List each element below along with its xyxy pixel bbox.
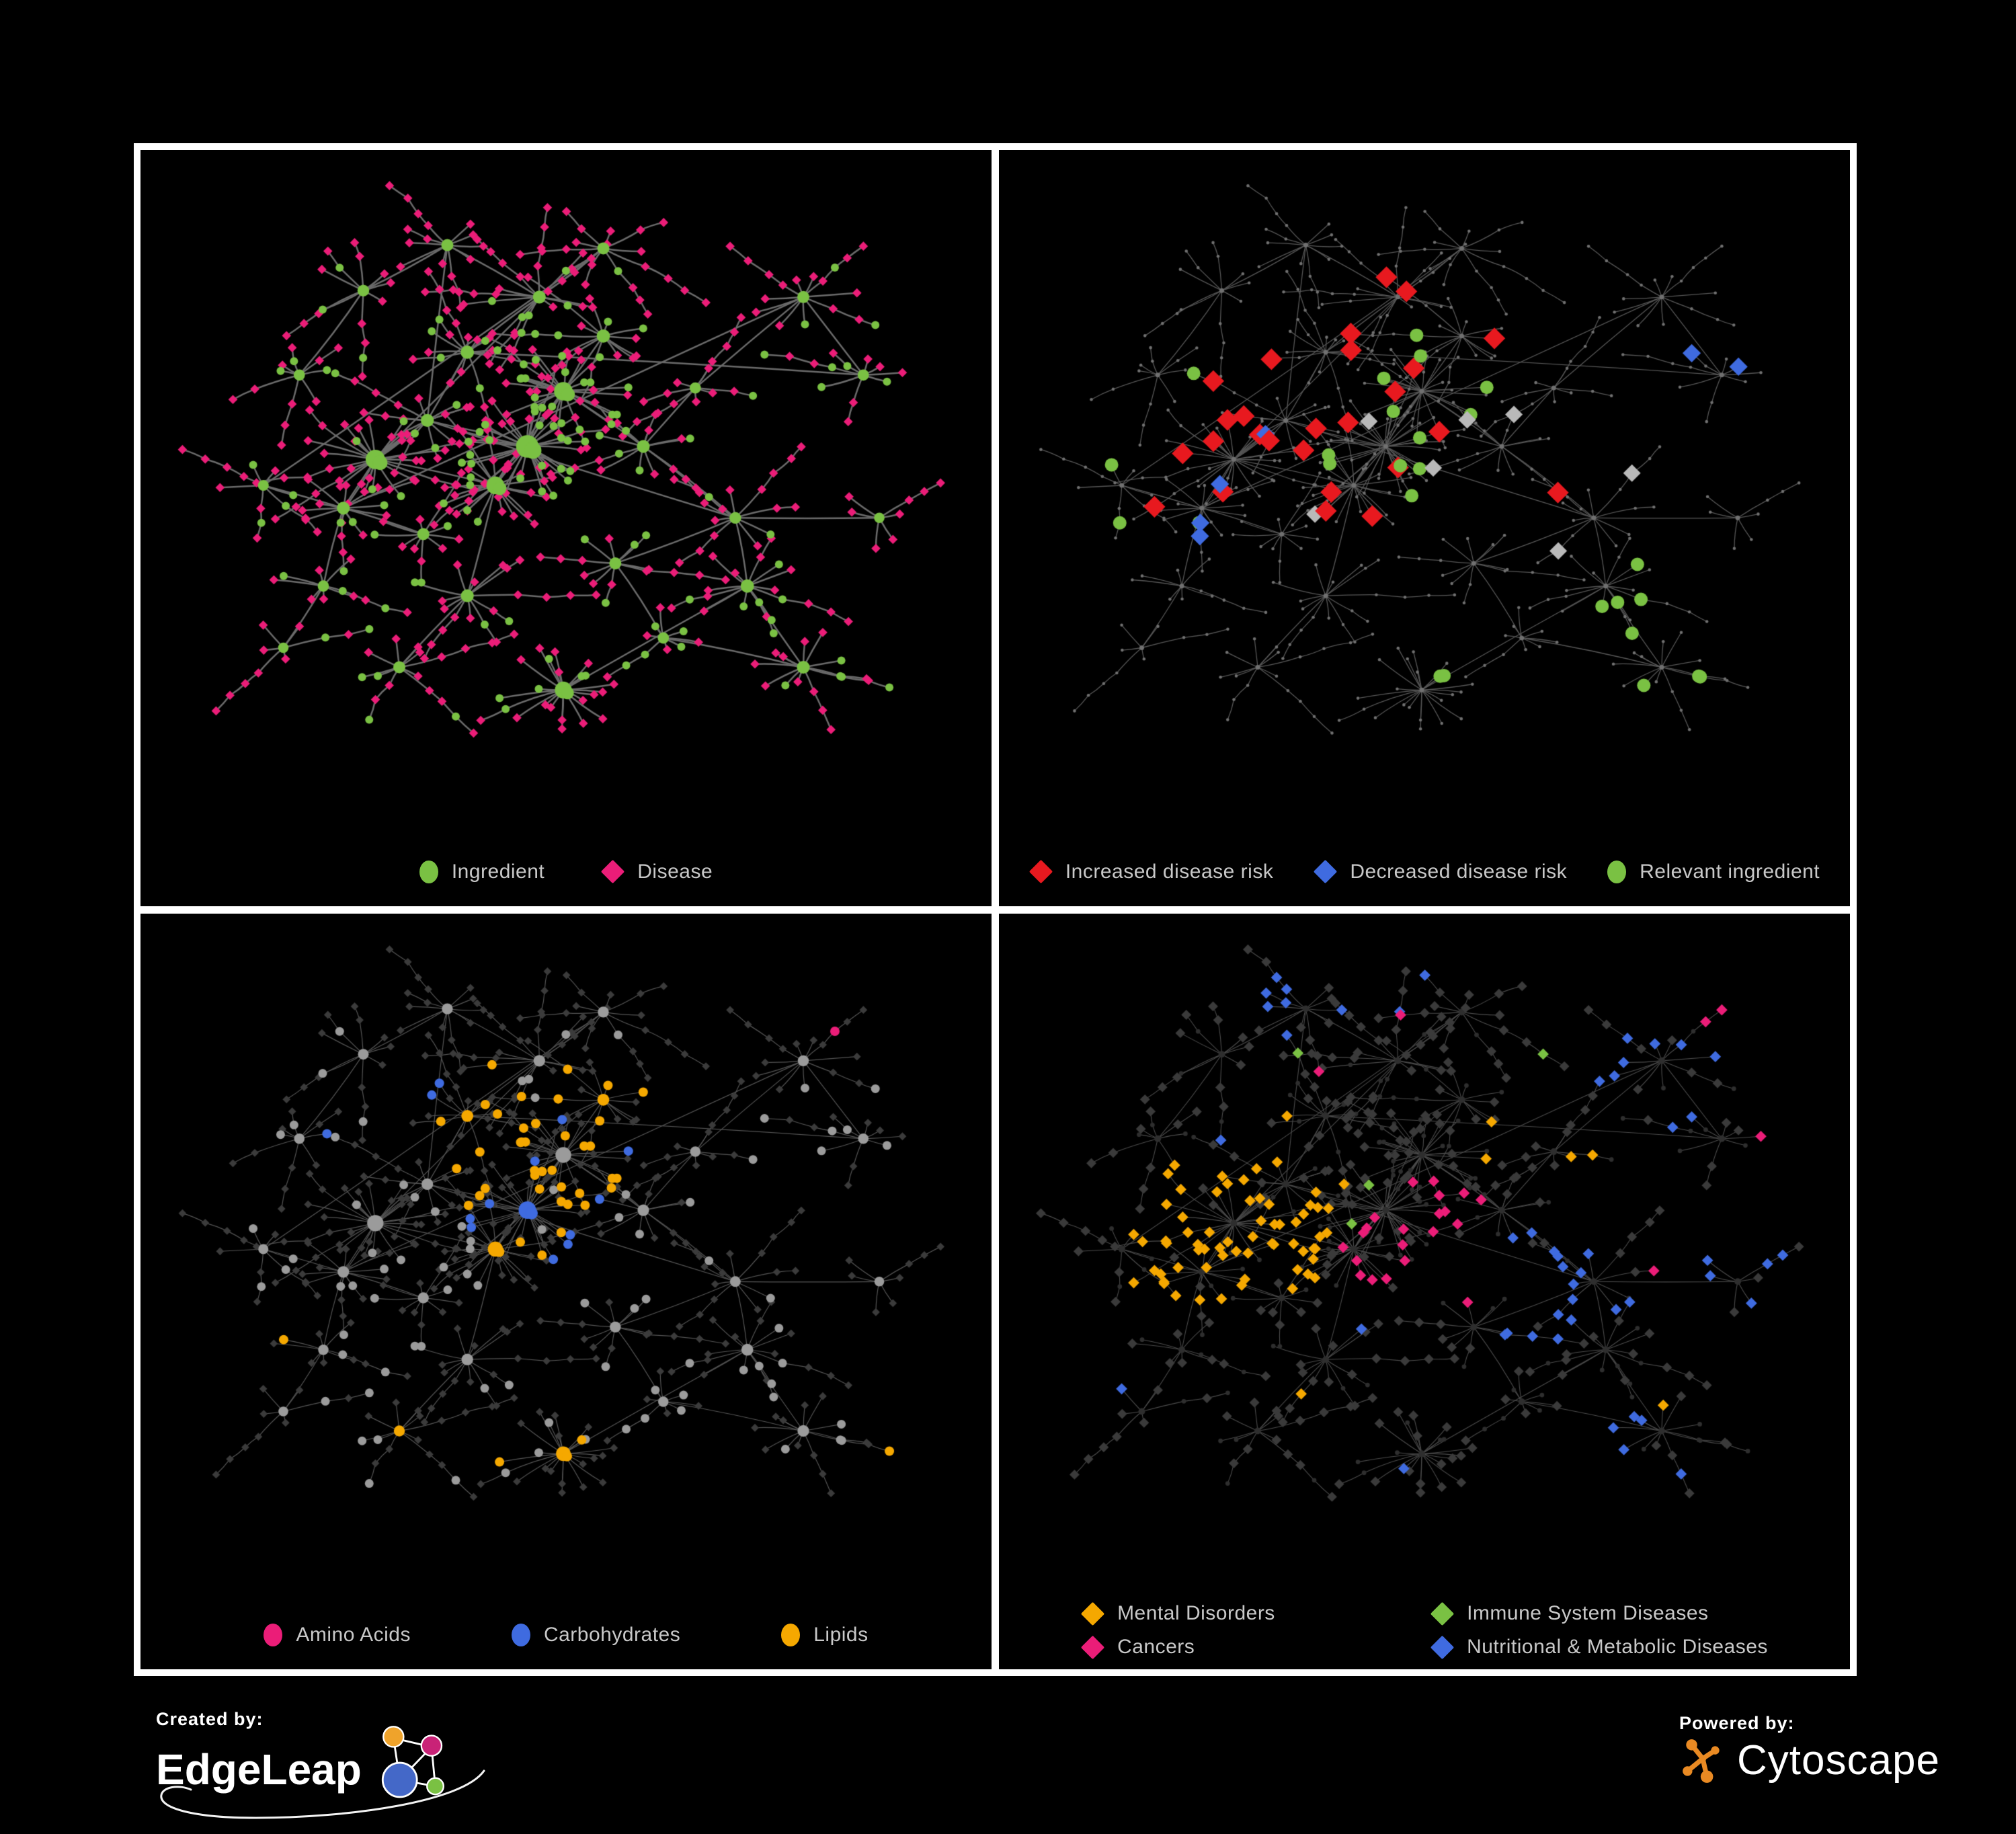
immune-system-diamond-icon bbox=[1430, 1601, 1455, 1626]
relevant-ingredient-circle-icon bbox=[1607, 860, 1627, 883]
lipids-circle-icon bbox=[781, 1624, 801, 1646]
cytoscape-wordmark: Cytoscape bbox=[1737, 1737, 1940, 1784]
legend-item: Decreased disease risk bbox=[1314, 859, 1568, 884]
legend-disease-risk: Increased disease risk Decreased disease… bbox=[999, 859, 1850, 884]
legend-label: Decreased disease risk bbox=[1350, 860, 1568, 883]
network-canvas-disease-risk bbox=[999, 150, 1850, 829]
legend-label: Relevant ingredient bbox=[1640, 860, 1820, 883]
legend-item: Nutritional & Metabolic Diseases bbox=[1430, 1635, 1768, 1659]
network-canvas-nutrient-classes bbox=[140, 913, 992, 1593]
legend-label: Lipids bbox=[813, 1624, 869, 1646]
ingredient-circle-icon bbox=[419, 860, 438, 883]
legend-item: Amino Acids bbox=[264, 1624, 411, 1646]
carbohydrates-circle-icon bbox=[511, 1624, 530, 1646]
legend-label: Disease bbox=[637, 860, 713, 883]
powered-by-label: Powered by: bbox=[1679, 1713, 1795, 1733]
network-canvas-disease-classes bbox=[999, 913, 1850, 1593]
edgeleap-branding: Created by: EdgeLeap bbox=[156, 1709, 532, 1820]
edgeleap-logo-icon bbox=[381, 1726, 444, 1798]
legend-label: Nutritional & Metabolic Diseases bbox=[1467, 1636, 1768, 1658]
legend-label: Cancers bbox=[1117, 1636, 1195, 1658]
created-by-label: Created by: bbox=[156, 1709, 264, 1729]
cancers-diamond-icon bbox=[1080, 1635, 1105, 1659]
legend-item: Relevant ingredient bbox=[1607, 860, 1820, 883]
legend-item: Immune System Diseases bbox=[1430, 1601, 1768, 1626]
panel-nutrient-classes: Amino Acids Carbohydrates Lipids bbox=[140, 913, 992, 1669]
panel-disease-risk: Increased disease risk Decreased disease… bbox=[999, 150, 1850, 906]
legend-disease-classes: Mental Disorders Immune System Diseases … bbox=[1080, 1601, 1768, 1659]
figure-grid: Ingredient Disease Increased disease ris… bbox=[134, 143, 1857, 1676]
legend-item: Carbohydrates bbox=[511, 1624, 681, 1646]
legend-item: Cancers bbox=[1080, 1635, 1404, 1659]
disease-diamond-icon bbox=[601, 859, 625, 884]
nutritional-metabolic-diamond-icon bbox=[1430, 1635, 1455, 1659]
legend-item: Disease bbox=[601, 859, 713, 884]
decreased-risk-diamond-icon bbox=[1314, 859, 1338, 884]
legend-label: Ingredient bbox=[451, 860, 545, 883]
legend-nutrient-classes: Amino Acids Carbohydrates Lipids bbox=[140, 1624, 992, 1646]
legend-label: Increased disease risk bbox=[1065, 860, 1274, 883]
panel-ingredient-disease: Ingredient Disease bbox=[140, 150, 992, 906]
legend-ingredient-disease: Ingredient Disease bbox=[140, 859, 992, 884]
legend-label: Immune System Diseases bbox=[1467, 1602, 1709, 1624]
legend-item: Ingredient bbox=[419, 860, 545, 883]
legend-item: Lipids bbox=[781, 1624, 868, 1646]
legend-item: Increased disease risk bbox=[1029, 859, 1274, 884]
network-canvas-ingredient-disease bbox=[140, 150, 992, 829]
cytoscape-branding: Powered by: Cytoscape bbox=[1679, 1713, 1962, 1785]
cytoscape-logo-icon bbox=[1683, 1739, 1720, 1783]
amino-acids-circle-icon bbox=[264, 1624, 283, 1646]
legend-label: Mental Disorders bbox=[1117, 1602, 1275, 1624]
panel-disease-classes: Mental Disorders Immune System Diseases … bbox=[999, 913, 1850, 1669]
legend-item: Mental Disorders bbox=[1080, 1601, 1404, 1626]
increased-risk-diamond-icon bbox=[1029, 859, 1053, 884]
legend-label: Carbohydrates bbox=[543, 1624, 681, 1646]
edgeleap-wordmark: EdgeLeap bbox=[156, 1745, 362, 1794]
legend-label: Amino Acids bbox=[296, 1624, 411, 1646]
mental-disorders-diamond-icon bbox=[1080, 1601, 1105, 1626]
